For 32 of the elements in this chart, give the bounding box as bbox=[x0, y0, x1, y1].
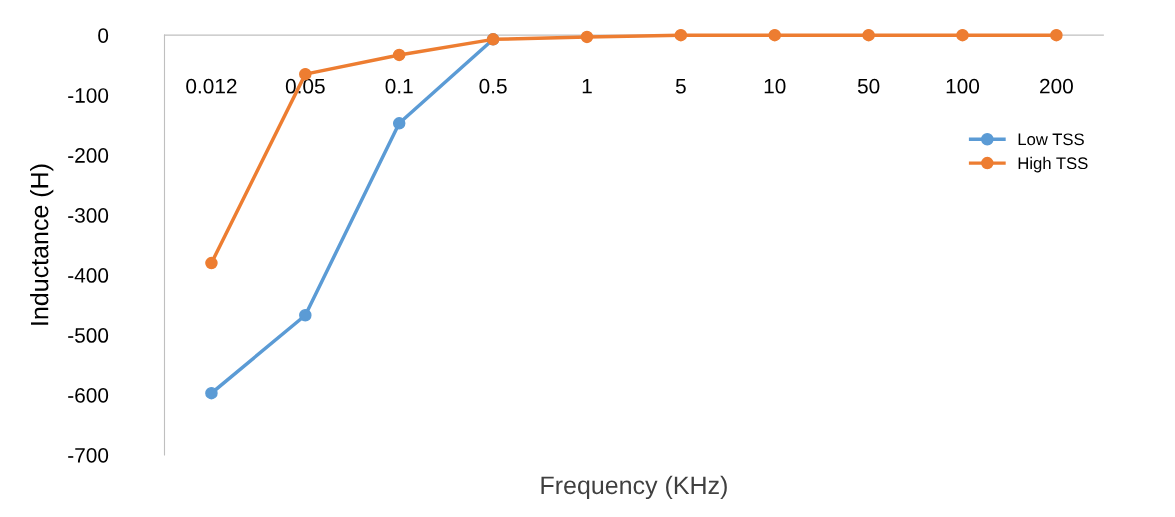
point bbox=[299, 308, 312, 322]
legend-label: High TSS bbox=[1018, 156, 1088, 173]
point bbox=[205, 386, 218, 400]
y-tick-label: -400 bbox=[68, 268, 109, 283]
y-tick-label: -700 bbox=[68, 447, 109, 463]
y-axis-title: Inductance (H) bbox=[30, 164, 54, 325]
point bbox=[392, 48, 406, 62]
point bbox=[392, 117, 406, 130]
point bbox=[956, 28, 969, 42]
x-tick-label: 0.5 bbox=[479, 78, 507, 94]
point bbox=[768, 28, 781, 42]
x-tick-label: 1 bbox=[582, 79, 592, 94]
x-tick-label: 0.012 bbox=[186, 78, 237, 94]
x-tick-label: 200 bbox=[1040, 78, 1073, 94]
x-tick-label: 0.1 bbox=[385, 78, 413, 94]
y-tick-label: -100 bbox=[68, 88, 109, 103]
x-axis-title: Frequency (KHz) bbox=[541, 475, 727, 500]
y-tick-label: -300 bbox=[68, 208, 109, 223]
point bbox=[580, 30, 594, 44]
point bbox=[205, 256, 218, 270]
y-tick-label: -200 bbox=[68, 148, 109, 163]
legend-label: Low TSS bbox=[1018, 133, 1084, 146]
x-tick-label: 50 bbox=[857, 78, 880, 94]
y-tick-label: 0 bbox=[98, 28, 109, 43]
point bbox=[1050, 28, 1063, 42]
y-tick-label: -500 bbox=[68, 328, 109, 343]
point bbox=[862, 28, 875, 42]
x-tick-label: 100 bbox=[946, 78, 980, 94]
x-tick-label: 5 bbox=[675, 79, 686, 94]
x-tick-label: 10 bbox=[764, 78, 786, 94]
y-tick-label: -600 bbox=[68, 387, 109, 403]
point bbox=[674, 28, 688, 42]
